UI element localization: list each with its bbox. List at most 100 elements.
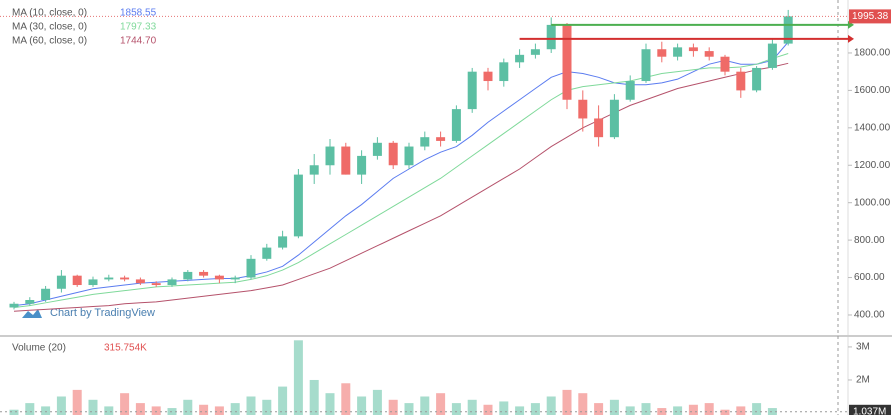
legend-name: MA (30, close, 0) bbox=[12, 22, 87, 33]
candle-body bbox=[499, 62, 509, 82]
volume-bar bbox=[199, 404, 209, 415]
candle-body bbox=[436, 137, 446, 141]
y-tick-label: 1000.00 bbox=[854, 197, 891, 208]
volume-tick-label: 2M bbox=[856, 375, 870, 386]
legend-value: 1858.55 bbox=[120, 8, 157, 19]
y-tick-label: 800.00 bbox=[854, 235, 885, 246]
volume-bar bbox=[499, 401, 509, 415]
volume-bar bbox=[404, 403, 414, 415]
legend-value: 1797.33 bbox=[120, 22, 157, 33]
y-tick-label: 1400.00 bbox=[854, 122, 891, 133]
candle-body bbox=[230, 277, 240, 280]
volume-bar bbox=[246, 396, 256, 415]
candle-body bbox=[609, 99, 619, 138]
y-tick-label: 1200.00 bbox=[854, 160, 891, 171]
y-tick-label: 1600.00 bbox=[854, 85, 891, 96]
candle-body bbox=[183, 271, 193, 280]
volume-bar bbox=[41, 406, 51, 415]
ma-line bbox=[13, 62, 789, 312]
volume-bar bbox=[183, 399, 193, 415]
candle-body bbox=[72, 275, 82, 286]
volume-bar bbox=[752, 403, 762, 415]
volume-bar bbox=[562, 389, 572, 415]
volume-bar bbox=[578, 393, 588, 415]
last-price-label: 1995.38 bbox=[852, 11, 889, 22]
candle-body bbox=[25, 300, 35, 304]
volume-bar bbox=[56, 396, 66, 415]
watermark-text: Chart by TradingView bbox=[50, 307, 155, 319]
volume-bar bbox=[88, 399, 98, 415]
volume-bar bbox=[230, 403, 240, 415]
volume-bar bbox=[293, 340, 303, 415]
candle-body bbox=[167, 279, 177, 286]
candle-body bbox=[41, 288, 51, 301]
candle-body bbox=[736, 71, 746, 91]
candle-body bbox=[135, 279, 145, 284]
candle-body bbox=[767, 43, 777, 68]
candle-body bbox=[673, 47, 683, 57]
watermark: Chart by TradingView bbox=[22, 307, 155, 319]
volume-marker-label: 1.037M bbox=[853, 406, 886, 415]
volume-bar bbox=[767, 408, 777, 415]
volume-bar bbox=[673, 406, 683, 415]
candle-body bbox=[120, 277, 130, 280]
volume-bar bbox=[720, 409, 730, 415]
volume-tick-label: 3M bbox=[856, 342, 870, 353]
candle-body bbox=[325, 146, 335, 166]
level-arrow bbox=[848, 34, 854, 43]
volume-bar bbox=[9, 409, 19, 415]
volume-bar bbox=[104, 406, 114, 415]
legend-value: 1744.70 bbox=[120, 36, 157, 47]
candle-body bbox=[357, 155, 367, 175]
candle-body bbox=[467, 71, 477, 110]
candle-body bbox=[483, 71, 493, 82]
candle-body bbox=[451, 109, 461, 141]
volume-bar bbox=[388, 399, 398, 415]
candle-body bbox=[625, 81, 635, 100]
candle-body bbox=[151, 283, 161, 286]
volume-bar bbox=[278, 386, 288, 415]
y-tick-label: 400.00 bbox=[854, 310, 885, 321]
candle-body bbox=[594, 118, 604, 138]
volume-bar bbox=[135, 403, 145, 415]
volume-bar bbox=[625, 406, 635, 415]
candle-body bbox=[341, 146, 351, 175]
ma-line bbox=[13, 52, 789, 308]
candle-body bbox=[404, 146, 414, 166]
volume-legend-value: 315.754K bbox=[104, 343, 147, 354]
last-price-box bbox=[849, 9, 891, 24]
candle-body bbox=[246, 258, 256, 278]
candle-body bbox=[641, 49, 651, 82]
candle-body bbox=[420, 137, 430, 147]
volume-bar bbox=[357, 396, 367, 415]
volume-bar bbox=[609, 399, 619, 415]
candle-body bbox=[704, 51, 714, 57]
volume-bar bbox=[25, 403, 35, 415]
candle-body bbox=[515, 54, 525, 63]
volume-bar bbox=[262, 399, 272, 415]
volume-bar bbox=[120, 393, 130, 415]
volume-bar bbox=[451, 403, 461, 415]
volume-bar bbox=[736, 406, 746, 415]
volume-bar bbox=[688, 404, 698, 415]
legend-name: MA (10, close, 0) bbox=[12, 8, 87, 19]
candle-body bbox=[752, 67, 762, 91]
volume-bar bbox=[341, 383, 351, 415]
y-tick-label: 600.00 bbox=[854, 272, 885, 283]
volume-bar bbox=[594, 403, 604, 415]
volume-bar bbox=[372, 389, 382, 415]
candle-body bbox=[372, 142, 382, 156]
volume-bar bbox=[515, 406, 525, 415]
candle-body bbox=[783, 16, 793, 44]
volume-bar bbox=[530, 403, 540, 415]
volume-bar bbox=[467, 399, 477, 415]
candle-body bbox=[388, 142, 398, 166]
volume-bar bbox=[641, 403, 651, 415]
candle-body bbox=[104, 277, 114, 280]
candle-body bbox=[309, 165, 319, 175]
volume-bar bbox=[151, 406, 161, 415]
candle-body bbox=[278, 236, 288, 248]
volume-bar bbox=[214, 406, 224, 415]
candle-body bbox=[562, 24, 572, 100]
